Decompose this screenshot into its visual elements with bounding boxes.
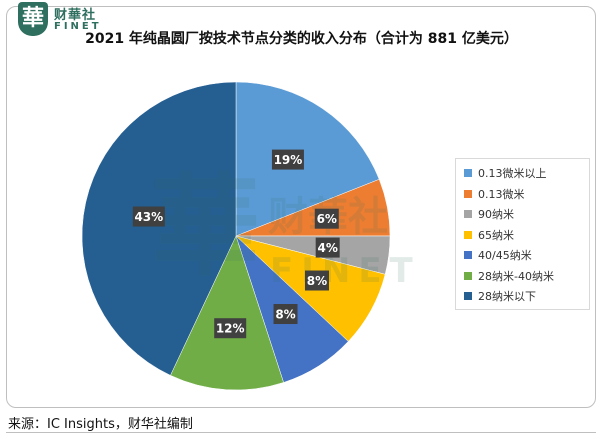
logo-mark: 華: [18, 2, 48, 36]
pie-slice-7: [81, 81, 237, 376]
legend-item-7: 28纳米以下: [464, 286, 589, 307]
legend-swatch-1: [464, 169, 472, 178]
data-label-7: 43%: [132, 206, 165, 227]
pie-data-labels: 19% 6% 4% 8% 8% 12% 43%: [132, 149, 340, 339]
legend-label-7: 28纳米以下: [478, 290, 536, 304]
legend-label-5: 40/45纳米: [478, 249, 532, 263]
data-label-5: 8%: [273, 304, 298, 325]
legend-label-6: 28纳米-40纳米: [478, 269, 554, 283]
source-note: 来源：IC Insights，财华社编制: [8, 417, 193, 432]
data-label-text-7: 43%: [134, 210, 163, 224]
legend-swatch-5: [464, 251, 472, 260]
legend-item-1: 0.13微米以上: [464, 163, 589, 184]
data-label-box-4: [304, 270, 329, 291]
watermark-mark: 華: [150, 162, 260, 291]
legend-item-6: 28纳米-40纳米: [464, 266, 589, 287]
data-label-box-6: [214, 318, 247, 339]
data-label-4: 8%: [304, 270, 329, 291]
legend-item-4: 65纳米: [464, 225, 589, 246]
pie-slice-6: [170, 235, 284, 391]
legend-label-4: 65纳米: [478, 228, 514, 242]
legend-swatch-6: [464, 271, 472, 280]
legend-swatch-7: [464, 292, 472, 301]
legend-swatch-3: [464, 210, 472, 219]
data-label-text-5: 8%: [275, 308, 295, 322]
data-label-text-3: 4%: [317, 241, 337, 255]
logo-name-cn: 财華社: [54, 8, 97, 23]
data-label-6: 12%: [214, 318, 247, 339]
legend-swatch-4: [464, 230, 472, 239]
data-label-1: 19%: [271, 149, 304, 170]
chart-title: 2021 年纯晶圆厂按技术节点分类的收入分布（合计为 881 亿美元）: [85, 31, 518, 47]
pie-slices: [81, 81, 391, 391]
legend-label-3: 90纳米: [478, 208, 514, 222]
data-label-text-4: 8%: [307, 274, 327, 288]
source-divider: [6, 432, 596, 433]
legend-item-2: 0.13微米: [464, 184, 589, 205]
chart-legend: 0.13微米以上 0.13微米 90纳米 65纳米 40/45纳米 28纳米-40纳米 28…: [455, 158, 590, 310]
watermark-name-en: FINET: [270, 251, 421, 291]
finet-logo: 華 财華社 FINET: [18, 2, 128, 42]
data-label-text-2: 6%: [317, 212, 337, 226]
data-label-text-6: 12%: [216, 322, 245, 336]
data-label-2: 6%: [314, 208, 339, 229]
legend-label-2: 0.13微米: [478, 187, 525, 201]
logo-name-en: FINET: [54, 21, 102, 32]
data-label-box-7: [132, 206, 165, 227]
data-label-box-1: [271, 149, 304, 170]
data-label-box-2: [314, 208, 339, 229]
legend-item-3: 90纳米: [464, 204, 589, 225]
data-label-box-3: [315, 237, 340, 258]
legend-swatch-2: [464, 189, 472, 198]
pie-slice-1: [235, 81, 380, 237]
data-label-box-5: [273, 304, 298, 325]
data-label-text-1: 19%: [274, 153, 303, 167]
data-label-3: 4%: [315, 237, 340, 258]
legend-item-5: 40/45纳米: [464, 245, 589, 266]
legend-label-1: 0.13微米以上: [478, 167, 547, 181]
